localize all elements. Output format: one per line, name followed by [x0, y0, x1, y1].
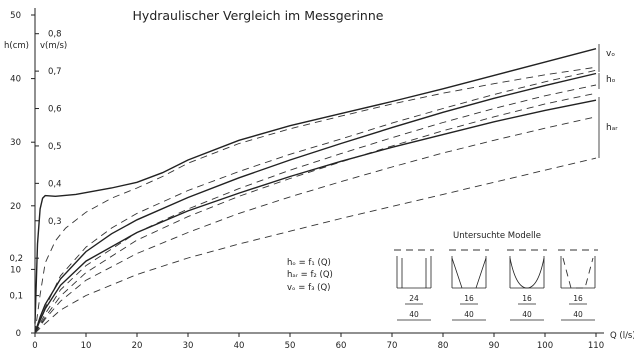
curves	[34, 48, 597, 334]
curve-har-1	[34, 99, 597, 334]
inset-title: Untersuchte Modelle	[453, 231, 541, 241]
legend-line-ho: hₒ = f₁ (Q)	[287, 258, 331, 268]
y-axis-label-v: v(m/s)	[40, 41, 67, 51]
x-tick-label: 90	[489, 341, 500, 351]
x-tick-label: 20	[132, 341, 143, 351]
group-label-ho: hₒ	[606, 75, 616, 85]
x-tick-label: 0	[32, 341, 37, 351]
model-outer-width: 40	[409, 310, 419, 319]
v-tick-label: 0,8	[48, 30, 62, 40]
curve-vo-2	[34, 66, 597, 334]
curve-ho-1	[34, 72, 597, 334]
h-ticks: 0 10 20 30 40 50	[10, 11, 35, 339]
model-inner-width: 16	[573, 294, 583, 303]
x-tick-label: 50	[285, 341, 296, 351]
h-tick-label: 0	[16, 329, 21, 339]
model-outer-width: 40	[573, 310, 583, 319]
x-tick-label: 110	[588, 341, 604, 351]
group-label-vo: vₒ	[606, 49, 615, 59]
v-tick-label: 0,3	[48, 217, 62, 227]
x-tick-label: 80	[438, 341, 449, 351]
curve-vo-3	[34, 69, 597, 334]
h-tick-label: 50	[10, 11, 21, 21]
group-brackets: vₒ hₒ hₐᵣ	[598, 44, 618, 158]
v-tick-label: 0,5	[48, 142, 62, 152]
model-inner-width: 24	[409, 294, 419, 303]
x-ticks: 0 10 20 30 40 50 60 70 80 90 100 110	[32, 333, 604, 351]
v-tick-label: 0,4	[48, 179, 62, 189]
model-outer-width: 40	[522, 310, 532, 319]
h-tick-label: 20	[10, 202, 21, 212]
x-axis-label: Q (l/s)	[610, 331, 634, 341]
x-tick-label: 40	[234, 341, 245, 351]
model-outer-width: 40	[464, 310, 474, 319]
x-tick-label: 70	[387, 341, 398, 351]
model-inner-width: 16	[522, 294, 532, 303]
curve-vo-1	[34, 48, 597, 324]
x-tick-label: 100	[537, 341, 553, 351]
x-tick-label: 10	[81, 341, 92, 351]
h-tick-label: 40	[10, 75, 21, 85]
x-tick-label: 30	[183, 341, 194, 351]
y-axis-label-h: h(cm)	[4, 41, 29, 51]
legend-line-har: hₐᵣ = f₂ (Q)	[287, 270, 333, 280]
model-inner-width: 16	[464, 294, 474, 303]
v-tick-label: 0,2	[9, 254, 23, 264]
h-tick-label: 30	[10, 138, 21, 148]
model-1: 24 40	[394, 249, 434, 321]
chart-title: Hydraulischer Vergleich im Messgerinne	[133, 8, 384, 23]
curve-ho-3	[34, 92, 597, 334]
h-tick-label: 10	[10, 265, 21, 275]
legend: hₒ = f₁ (Q) hₐᵣ = f₂ (Q) vₒ = f₃ (Q)	[287, 258, 333, 293]
v-tick-label: 0,7	[48, 67, 62, 77]
v-tick-label: 0,1	[9, 292, 23, 302]
x-tick-label: 60	[336, 341, 347, 351]
v-tick-label: 0,6	[48, 105, 62, 115]
legend-line-vo: vₒ = f₃ (Q)	[287, 283, 331, 293]
curve-har-3	[34, 157, 597, 334]
curve-har-2	[34, 116, 597, 334]
v-ticks: 0,1 0,2 0,3 0,4 0,5 0,6 0,7 0,8	[9, 30, 61, 302]
group-label-har: hₐᵣ	[606, 123, 618, 133]
